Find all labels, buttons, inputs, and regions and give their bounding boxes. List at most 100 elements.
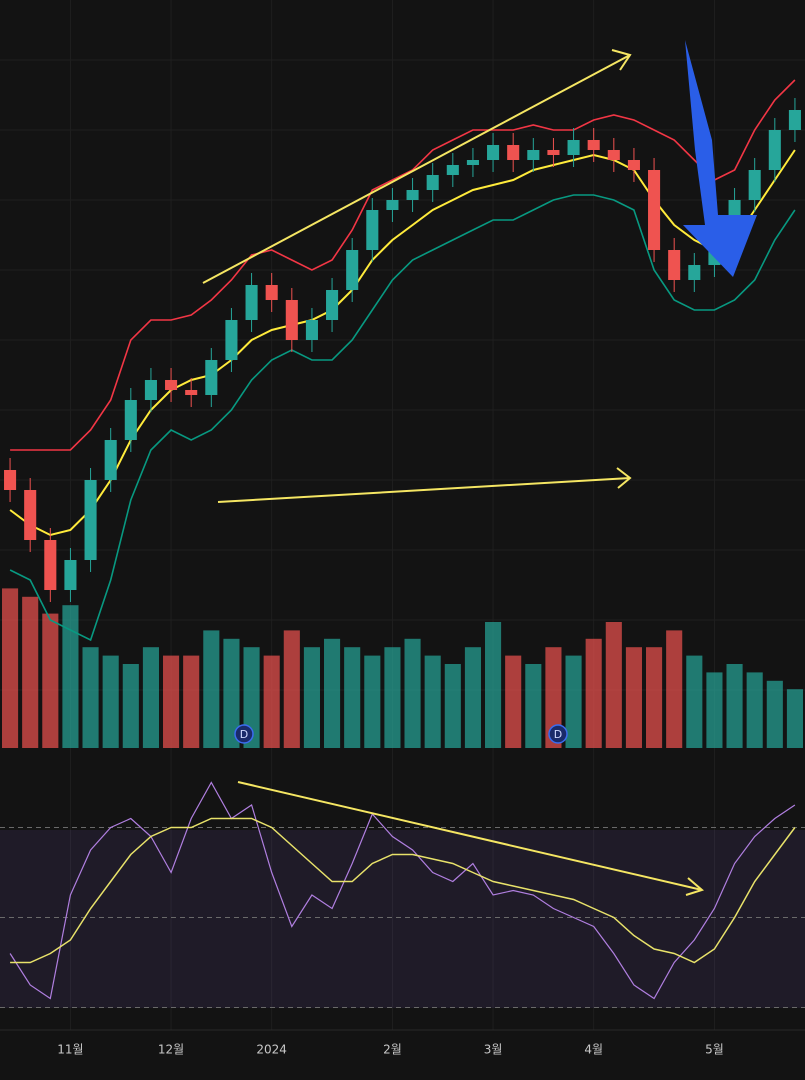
volume-bar — [646, 647, 663, 748]
volume-bar — [163, 655, 180, 748]
band-line — [9, 149, 796, 537]
candle-body — [748, 170, 761, 200]
candle-body — [4, 470, 17, 490]
candle-body — [507, 145, 520, 160]
candle-body — [346, 250, 359, 290]
blue-arrow — [683, 40, 757, 277]
candle-body — [185, 390, 198, 395]
candle-body — [64, 560, 77, 590]
arrow-head — [685, 877, 705, 896]
x-tick-label: 2024 — [256, 1043, 287, 1057]
volume-bar — [2, 588, 19, 748]
candle-body — [326, 290, 339, 320]
volume-bar — [545, 647, 562, 748]
candle-body — [587, 140, 600, 150]
candle-body — [446, 165, 459, 175]
volume-bar — [183, 655, 200, 748]
volume-bar — [223, 638, 240, 748]
candle-body — [788, 110, 801, 130]
event-label: D — [240, 728, 248, 741]
candle-body — [547, 150, 560, 155]
candle-body — [627, 160, 640, 170]
volume-bar — [706, 672, 723, 748]
volume-bar — [62, 605, 79, 748]
volume-bar — [444, 664, 461, 748]
volume-bar — [364, 655, 381, 748]
price-panel — [4, 79, 801, 642]
rsi-panel — [0, 781, 805, 1008]
candle-body — [44, 540, 57, 590]
candle-body — [688, 265, 701, 280]
volume-bar — [344, 647, 361, 748]
event-badge — [548, 724, 568, 744]
volume-bar — [404, 638, 421, 748]
volume-bar — [485, 622, 502, 748]
candle-body — [426, 175, 439, 190]
volume-bar — [726, 664, 743, 748]
arrow-head — [616, 467, 632, 489]
candle-body — [668, 250, 681, 280]
volume-bar — [585, 638, 602, 748]
candle-body — [305, 320, 318, 340]
candle-body — [466, 160, 479, 165]
volume-bar — [605, 622, 622, 748]
volume-bar — [424, 655, 441, 748]
rsi-band — [0, 830, 805, 1008]
arrow-head — [611, 49, 632, 71]
candle-body — [567, 140, 580, 155]
volume-bar — [303, 647, 320, 748]
volume-bar — [324, 638, 341, 748]
candle-body — [245, 285, 258, 320]
candle-body — [768, 130, 781, 170]
candle-body — [84, 480, 97, 560]
candle-body — [648, 170, 661, 250]
candle-body — [607, 150, 620, 160]
event-badge — [234, 724, 254, 744]
candle-body — [124, 400, 137, 440]
volume-bar — [746, 672, 763, 748]
candle-body — [285, 300, 298, 340]
annotations — [202, 49, 705, 896]
volume-bar — [263, 655, 280, 748]
x-tick-label: 3월 — [484, 1043, 503, 1057]
volume-bar — [666, 630, 683, 748]
volume-bar — [22, 596, 39, 748]
candle-body — [225, 320, 238, 360]
volume-bar — [102, 655, 119, 748]
volume-bar — [203, 630, 220, 748]
volume-bar — [505, 655, 522, 748]
candle-body — [265, 285, 278, 300]
volume-bar — [142, 647, 159, 748]
trend-arrow — [217, 477, 631, 503]
candle-body — [386, 200, 399, 210]
x-tick-label: 11월 — [57, 1043, 83, 1057]
volume-bar — [565, 655, 582, 748]
volume-bar — [243, 647, 260, 748]
candle-body — [527, 150, 540, 160]
candle-body — [205, 360, 218, 395]
volume-bar — [82, 647, 99, 748]
candle-body — [24, 490, 37, 540]
volume-bar — [464, 647, 481, 748]
band-line — [10, 79, 796, 451]
rsi-line — [9, 781, 796, 1000]
x-tick-label: 12월 — [158, 1043, 184, 1057]
volume-bar — [384, 647, 401, 748]
rsi-line — [10, 817, 796, 964]
candle-body — [487, 145, 500, 160]
event-label: D — [554, 728, 562, 741]
volume-bar — [525, 664, 542, 748]
candle-body — [144, 380, 157, 400]
volume-bar — [766, 680, 783, 748]
x-axis: 11월 12월 2024 2월 3월 4월 5월 — [57, 1043, 724, 1057]
candle-body — [104, 440, 117, 480]
volume-bar — [283, 630, 300, 748]
x-tick-label: 2월 — [383, 1043, 402, 1057]
candle-body — [406, 190, 419, 200]
volume-bar — [42, 613, 59, 748]
candle-body — [366, 210, 379, 250]
